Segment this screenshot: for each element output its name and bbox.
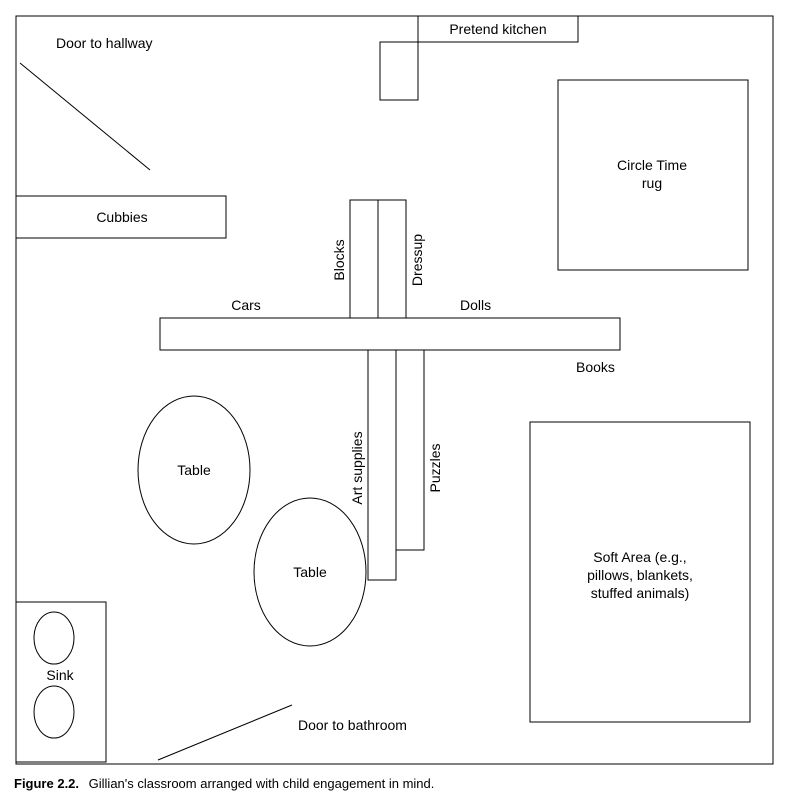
- figure-caption: Figure 2.2. Gillian's classroom arranged…: [10, 776, 779, 791]
- puzzles-label: Puzzles: [427, 443, 443, 492]
- dressup-shelf: [378, 200, 406, 318]
- sink-basin-2: [34, 686, 74, 738]
- circle-time-label-2: rug: [642, 175, 662, 191]
- caption-text: Gillian's classroom arranged with child …: [89, 776, 435, 791]
- door-hallway-label: Door to hallway: [56, 35, 153, 51]
- door-bathroom-label: Door to bathroom: [298, 717, 407, 733]
- caption-label: Figure 2.2.: [14, 776, 79, 791]
- long-shelf: [160, 318, 620, 350]
- blocks-shelf: [350, 200, 378, 318]
- sink-label: Sink: [46, 667, 74, 683]
- sink-basin-1: [34, 612, 74, 664]
- table-2-label: Table: [293, 564, 327, 580]
- books-label: Books: [576, 359, 615, 375]
- art-supplies-shelf: [368, 350, 396, 580]
- floorplan-svg: Door to hallway Door to bathroom Pretend k…: [10, 10, 779, 770]
- dolls-label: Dolls: [460, 297, 491, 313]
- cubbies-label: Cubbies: [96, 209, 147, 225]
- blocks-label: Blocks: [331, 239, 347, 280]
- dressup-label: Dressup: [409, 234, 425, 286]
- puzzles-shelf: [396, 350, 424, 550]
- circle-time-label-1: Circle Time: [617, 157, 687, 173]
- soft-area-label-1: Soft Area (e.g.,: [593, 549, 686, 565]
- wall-stub: [380, 42, 418, 100]
- soft-area-label-3: stuffed animals): [591, 585, 690, 601]
- soft-area-label-2: pillows, blankets,: [587, 567, 693, 583]
- table-1-label: Table: [177, 462, 211, 478]
- cars-label: Cars: [231, 297, 261, 313]
- art-supplies-label: Art supplies: [349, 431, 365, 504]
- floorplan-diagram: Door to hallway Door to bathroom Pretend k…: [10, 10, 779, 791]
- pretend-kitchen-label: Pretend kitchen: [449, 21, 546, 37]
